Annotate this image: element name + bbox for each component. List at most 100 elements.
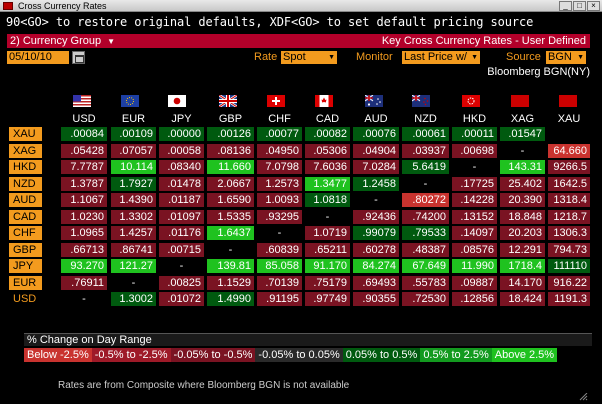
rate-cell-xau-chf[interactable]: .00077 — [257, 127, 302, 141]
row-label-nzd[interactable]: NZD — [9, 177, 42, 191]
rate-cell-xag-usd[interactable]: .05428 — [61, 144, 107, 158]
rate-cell-xag-gbp[interactable]: .08136 — [207, 144, 254, 158]
rate-cell-gbp-gbp[interactable]: - — [207, 243, 254, 257]
rate-cell-usd-xag[interactable]: 18.424 — [500, 292, 545, 306]
rate-cell-cad-eur[interactable]: 1.3302 — [111, 210, 156, 224]
rate-cell-chf-jpy[interactable]: .01176 — [159, 226, 204, 240]
rate-cell-jpy-eur[interactable]: 121.27 — [111, 259, 156, 273]
rate-cell-chf-cad[interactable]: 1.0719 — [305, 226, 350, 240]
row-label-xau[interactable]: XAU — [9, 127, 42, 141]
rate-cell-hkd-aud[interactable]: 7.0284 — [353, 160, 399, 174]
rate-cell-cad-usd[interactable]: 1.0230 — [61, 210, 107, 224]
rate-cell-xau-jpy[interactable]: .00000 — [159, 127, 204, 141]
rate-cell-nzd-chf[interactable]: 1.2573 — [257, 177, 302, 191]
rate-cell-chf-aud[interactable]: .99079 — [353, 226, 399, 240]
rate-cell-eur-gbp[interactable]: 1.1529 — [207, 276, 254, 290]
rate-cell-usd-gbp[interactable]: 1.4990 — [207, 292, 254, 306]
rate-cell-cad-cad[interactable]: - — [305, 210, 350, 224]
rate-cell-eur-jpy[interactable]: .00825 — [159, 276, 204, 290]
rate-cell-cad-hkd[interactable]: .13152 — [452, 210, 497, 224]
rate-cell-nzd-jpy[interactable]: .01478 — [159, 177, 204, 191]
rate-cell-gbp-xag[interactable]: 12.291 — [500, 243, 545, 257]
rate-cell-cad-xau[interactable]: 1218.7 — [548, 210, 590, 224]
currency-group-dropdown[interactable]: 2) Currency Group ▼ — [10, 34, 115, 48]
rate-cell-gbp-xau[interactable]: 794.73 — [548, 243, 590, 257]
rate-cell-nzd-usd[interactable]: 1.3787 — [61, 177, 107, 191]
rate-cell-nzd-hkd[interactable]: .17725 — [452, 177, 497, 191]
rate-cell-jpy-usd[interactable]: 93.270 — [61, 259, 107, 273]
rate-cell-chf-hkd[interactable]: .14097 — [452, 226, 497, 240]
rate-cell-usd-nzd[interactable]: .72530 — [402, 292, 449, 306]
rate-cell-gbp-aud[interactable]: .60278 — [353, 243, 399, 257]
rate-cell-hkd-xag[interactable]: 143.31 — [500, 160, 545, 174]
rate-cell-eur-nzd[interactable]: .55783 — [402, 276, 449, 290]
rate-cell-hkd-nzd[interactable]: 5.6419 — [402, 160, 449, 174]
rate-cell-eur-aud[interactable]: .69493 — [353, 276, 399, 290]
rate-cell-xag-nzd[interactable]: .03937 — [402, 144, 449, 158]
row-label-usd[interactable]: USD — [9, 292, 42, 306]
rate-cell-nzd-xag[interactable]: 25.402 — [500, 177, 545, 191]
row-label-aud[interactable]: AUD — [9, 193, 42, 207]
rate-cell-eur-chf[interactable]: .70139 — [257, 276, 302, 290]
rate-cell-aud-xau[interactable]: 1318.4 — [548, 193, 590, 207]
rate-cell-hkd-gbp[interactable]: 11.660 — [207, 160, 254, 174]
rate-cell-jpy-cad[interactable]: 91.170 — [305, 259, 350, 273]
rate-cell-usd-chf[interactable]: .91195 — [257, 292, 302, 306]
rate-cell-aud-eur[interactable]: 1.4390 — [111, 193, 156, 207]
rate-cell-chf-eur[interactable]: 1.4257 — [111, 226, 156, 240]
rate-cell-nzd-gbp[interactable]: 2.0667 — [207, 177, 254, 191]
rate-cell-xau-aud[interactable]: .00076 — [353, 127, 399, 141]
rate-cell-hkd-chf[interactable]: 7.0798 — [257, 160, 302, 174]
rate-cell-usd-hkd[interactable]: .12856 — [452, 292, 497, 306]
rate-cell-usd-usd[interactable]: - — [61, 292, 107, 306]
rate-cell-xau-hkd[interactable]: .00011 — [452, 127, 497, 141]
rate-cell-aud-nzd[interactable]: .80272 — [402, 193, 449, 207]
rate-cell-hkd-cad[interactable]: 7.6036 — [305, 160, 350, 174]
rate-cell-hkd-usd[interactable]: 7.7787 — [61, 160, 107, 174]
maximize-icon[interactable]: □ — [573, 1, 586, 11]
rate-cell-aud-jpy[interactable]: .01187 — [159, 193, 204, 207]
rate-cell-nzd-cad[interactable]: 1.3477 — [305, 177, 350, 191]
rate-dropdown[interactable]: Spot ▼ — [281, 51, 337, 64]
row-label-jpy[interactable]: JPY — [9, 259, 42, 273]
rate-cell-usd-eur[interactable]: 1.3002 — [111, 292, 156, 306]
rate-cell-aud-aud[interactable]: - — [353, 193, 399, 207]
rate-cell-eur-xau[interactable]: 916.22 — [548, 276, 590, 290]
rate-cell-chf-gbp[interactable]: 1.6437 — [207, 226, 254, 240]
rate-cell-aud-hkd[interactable]: .14228 — [452, 193, 497, 207]
rate-cell-xag-aud[interactable]: .04904 — [353, 144, 399, 158]
rate-cell-usd-jpy[interactable]: .01072 — [159, 292, 204, 306]
rate-cell-jpy-hkd[interactable]: 11.990 — [452, 259, 497, 273]
rate-cell-chf-usd[interactable]: 1.0965 — [61, 226, 107, 240]
rate-cell-usd-xau[interactable]: 1191.3 — [548, 292, 590, 306]
rate-cell-cad-chf[interactable]: .93295 — [257, 210, 302, 224]
rate-cell-nzd-eur[interactable]: 1.7927 — [111, 177, 156, 191]
rate-cell-xag-hkd[interactable]: .00698 — [452, 144, 497, 158]
row-label-xag[interactable]: XAG — [9, 144, 42, 158]
rate-cell-eur-xag[interactable]: 14.170 — [500, 276, 545, 290]
rate-cell-gbp-usd[interactable]: .66713 — [61, 243, 107, 257]
rate-cell-xau-xag[interactable]: .01547 — [500, 127, 545, 141]
rate-cell-xag-chf[interactable]: .04950 — [257, 144, 302, 158]
rate-cell-eur-cad[interactable]: .75179 — [305, 276, 350, 290]
rate-cell-xag-jpy[interactable]: .00058 — [159, 144, 204, 158]
rate-cell-cad-jpy[interactable]: .01097 — [159, 210, 204, 224]
rate-cell-xau-eur[interactable]: .00109 — [111, 127, 156, 141]
rate-cell-aud-cad[interactable]: 1.0818 — [305, 193, 350, 207]
rate-cell-chf-xau[interactable]: 1306.3 — [548, 226, 590, 240]
rate-cell-nzd-xau[interactable]: 1642.5 — [548, 177, 590, 191]
calendar-icon[interactable] — [72, 51, 85, 64]
rate-cell-jpy-xag[interactable]: 1718.4 — [500, 259, 545, 273]
rate-cell-gbp-jpy[interactable]: .00715 — [159, 243, 204, 257]
rate-cell-cad-gbp[interactable]: 1.5335 — [207, 210, 254, 224]
rate-cell-gbp-cad[interactable]: .65211 — [305, 243, 350, 257]
rate-cell-nzd-aud[interactable]: 1.2458 — [353, 177, 399, 191]
row-label-gbp[interactable]: GBP — [9, 243, 42, 257]
rate-cell-gbp-hkd[interactable]: .08576 — [452, 243, 497, 257]
rate-cell-aud-xag[interactable]: 20.390 — [500, 193, 545, 207]
rate-cell-xau-usd[interactable]: .00084 — [61, 127, 107, 141]
source-dropdown[interactable]: BGN ▼ — [546, 51, 586, 64]
rate-cell-gbp-chf[interactable]: .60839 — [257, 243, 302, 257]
rate-cell-jpy-jpy[interactable]: - — [159, 259, 204, 273]
rate-cell-chf-xag[interactable]: 20.203 — [500, 226, 545, 240]
